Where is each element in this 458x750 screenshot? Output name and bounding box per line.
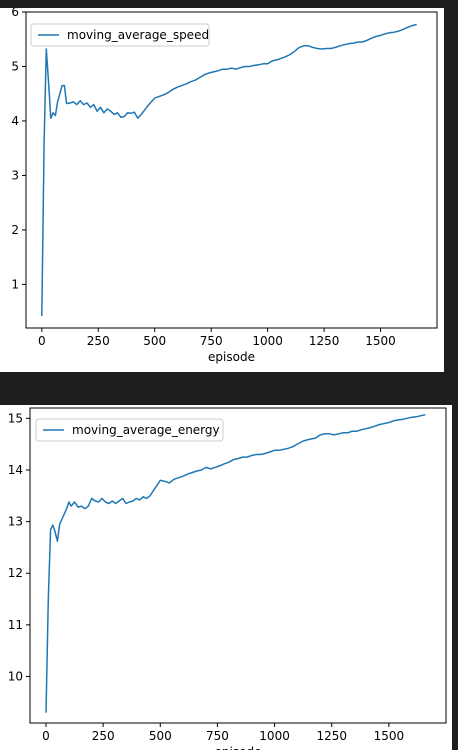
speed-chart: 0 250 500 750 1000 1250 1500 1 2 3 4 5 6 episode movin… [0, 8, 444, 372]
speed-chart-panel: 0 250 500 750 1000 1250 1500 1 2 3 4 5 6 episode movin… [0, 8, 444, 372]
energy-x-tick-label: 1000 [259, 729, 290, 743]
energy-legend-label: moving_average_energy [72, 423, 220, 437]
energy-chart-panel: 0 250 500 750 1000 1250 1500 10 11 12 13 14 15 episod… [0, 405, 452, 750]
energy-plot-frame [30, 408, 446, 723]
speed-x-tick-label: 0 [38, 334, 46, 348]
energy-x-tick-label: 250 [92, 729, 115, 743]
energy-x-tick-label: 1250 [316, 729, 347, 743]
speed-x-tick-label: 1000 [252, 334, 283, 348]
speed-legend-label: moving_average_speed [67, 28, 209, 42]
speed-y-tick-label: 4 [11, 114, 19, 128]
energy-y-tick-label: 10 [8, 670, 23, 684]
energy-series-line [46, 415, 425, 713]
energy-y-tick-label: 14 [8, 463, 23, 477]
speed-x-axis-title: episode [208, 350, 255, 364]
energy-y-tick-label: 12 [8, 566, 23, 580]
energy-x-axis-title: episode [215, 745, 262, 750]
speed-y-tick-label: 2 [11, 223, 19, 237]
energy-y-tick-label: 15 [8, 411, 23, 425]
speed-x-tick-label: 500 [143, 334, 166, 348]
energy-y-tick-label: 13 [8, 515, 23, 529]
energy-x-tick-label: 1500 [374, 729, 405, 743]
energy-x-tick-label: 750 [206, 729, 229, 743]
speed-y-tick-label: 5 [11, 59, 19, 73]
speed-x-tick-label: 750 [200, 334, 223, 348]
speed-y-tick-label: 3 [11, 168, 19, 182]
speed-x-tick-label: 1500 [365, 334, 396, 348]
speed-plot-frame [26, 12, 437, 328]
speed-y-tick-label: 6 [11, 8, 19, 19]
speed-x-tick-label: 250 [87, 334, 110, 348]
speed-y-tick-label: 1 [11, 277, 19, 291]
energy-x-tick-label: 0 [42, 729, 50, 743]
energy-chart: 0 250 500 750 1000 1250 1500 10 11 12 13 14 15 episod… [0, 405, 452, 750]
energy-y-tick-label: 11 [8, 618, 23, 632]
energy-x-tick-label: 500 [149, 729, 172, 743]
speed-x-tick-label: 1250 [309, 334, 340, 348]
speed-series-line [42, 25, 417, 317]
